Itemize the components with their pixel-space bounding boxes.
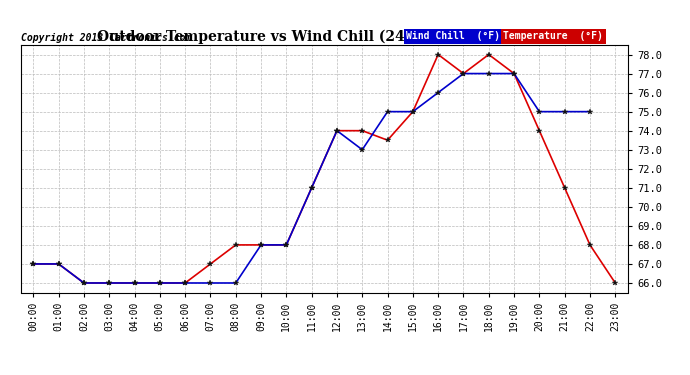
Text: Copyright 2013 Cartronics.com: Copyright 2013 Cartronics.com [21,33,191,42]
Title: Outdoor Temperature vs Wind Chill (24 Hours)  20130812: Outdoor Temperature vs Wind Chill (24 Ho… [97,30,551,44]
Text: Wind Chill  (°F): Wind Chill (°F) [406,31,500,41]
Text: Temperature  (°F): Temperature (°F) [504,31,603,41]
